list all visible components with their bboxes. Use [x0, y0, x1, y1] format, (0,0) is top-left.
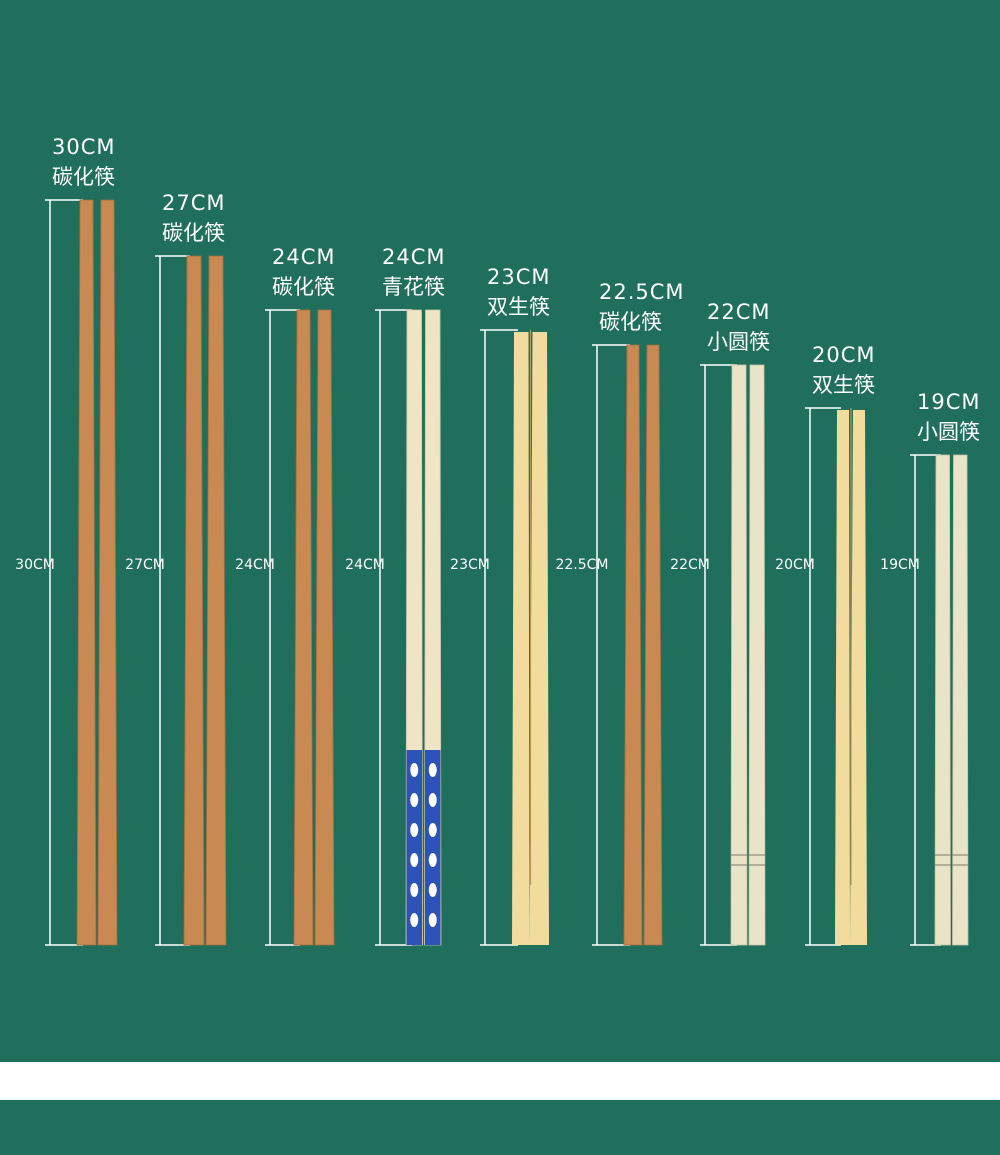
chopstick: [934, 454, 951, 946]
side-label: 22CM: [670, 557, 710, 573]
side-label: 20CM: [775, 557, 815, 573]
name-label: 碳化筷: [52, 165, 115, 189]
chopstick: [952, 454, 969, 946]
side-label: 19CM: [880, 557, 920, 573]
chopstick: [205, 255, 227, 946]
chopstick: [97, 199, 118, 946]
pattern-dot: [428, 793, 437, 807]
size-label: 19CM: [917, 390, 981, 414]
size-label: 22CM: [707, 300, 771, 324]
side-label: 22.5CM: [555, 557, 608, 573]
pattern-dot: [428, 913, 437, 927]
pattern-dot: [410, 913, 419, 927]
pattern-dot: [410, 883, 419, 897]
chopstick: [748, 364, 766, 946]
chopstick: [512, 332, 530, 945]
chopstick: [314, 309, 335, 946]
pattern-dot: [428, 883, 437, 897]
side-label: 30CM: [15, 557, 55, 573]
size-label: 24CM: [382, 245, 446, 269]
side-label: 23CM: [450, 557, 490, 573]
side-label: 27CM: [125, 557, 165, 573]
size-label: 24CM: [272, 245, 336, 269]
side-label: 24CM: [345, 557, 385, 573]
name-label: 小圆筷: [917, 420, 980, 444]
chopstick: [529, 332, 549, 945]
size-label: 23CM: [487, 265, 551, 289]
name-label: 青花筷: [382, 275, 445, 299]
chopstick: [183, 255, 205, 946]
chopstick: [623, 344, 643, 946]
name-label: 双生筷: [487, 295, 550, 319]
size-label: 22.5CM: [599, 280, 685, 304]
name-label: 碳化筷: [272, 275, 335, 299]
pattern-dot: [410, 763, 419, 777]
chopstick: [293, 309, 314, 946]
chopstick: [850, 410, 867, 945]
pattern-dot: [428, 823, 437, 837]
pattern-dot: [428, 763, 437, 777]
pattern-dot: [428, 853, 437, 867]
size-label: 20CM: [812, 343, 876, 367]
name-label: 碳化筷: [162, 221, 225, 245]
pattern-dot: [410, 823, 419, 837]
pattern-dot: [410, 793, 419, 807]
white-band: [0, 1062, 1000, 1100]
pattern-dot: [410, 853, 419, 867]
name-label: 小圆筷: [707, 330, 770, 354]
chopstick: [643, 344, 663, 946]
name-label: 碳化筷: [599, 310, 662, 334]
chopstick: [76, 199, 97, 946]
size-label: 27CM: [162, 191, 226, 215]
size-label: 30CM: [52, 135, 116, 159]
name-label: 双生筷: [812, 373, 875, 397]
chopstick: [835, 410, 850, 945]
chopstick: [730, 364, 748, 946]
side-label: 24CM: [235, 557, 275, 573]
